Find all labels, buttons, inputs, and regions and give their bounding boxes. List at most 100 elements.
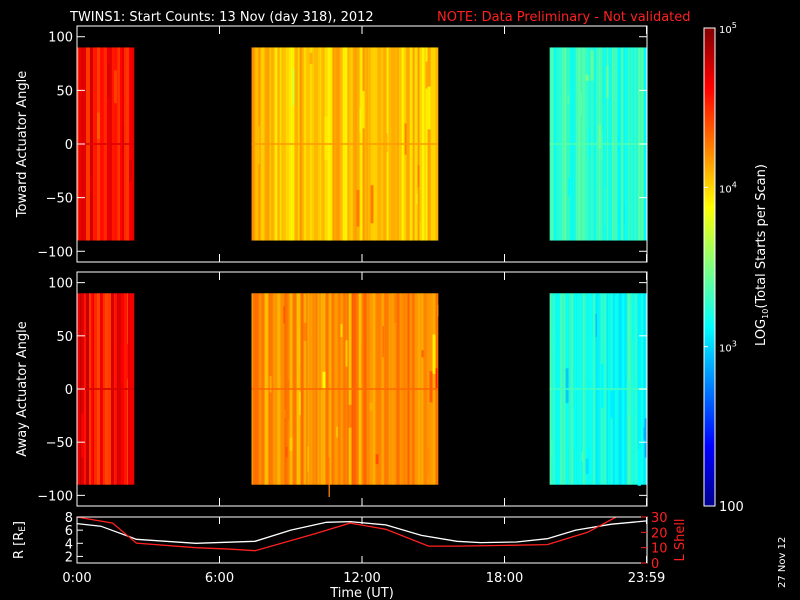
- heatmap-cell: [598, 124, 601, 149]
- heatmap-cell: [404, 123, 407, 155]
- colorbar-gradient: [704, 28, 715, 506]
- colorbar-label-sub: 10: [761, 309, 770, 319]
- heatmap-cell: [435, 368, 438, 391]
- heatmap-cell: [283, 306, 285, 324]
- heatmap-cell: [268, 360, 270, 373]
- heatmap-cell: [107, 63, 111, 98]
- heatmap-cell: [81, 413, 85, 458]
- heatmap-cell: [427, 86, 431, 130]
- heatmap-cell: [129, 159, 133, 182]
- y-tick-label: 0: [65, 383, 73, 398]
- heatmap-cell: [122, 125, 125, 152]
- r-tick-label: 6: [65, 524, 73, 539]
- heatmap-cell: [567, 95, 569, 104]
- heatmap-cell: [606, 65, 609, 99]
- colorbar-frame: [703, 27, 716, 507]
- heatmap-cell: [370, 185, 374, 224]
- time-axis-label: Time (UT): [329, 586, 394, 600]
- heatmap-cell: [429, 371, 433, 403]
- heatmap-cell: [361, 341, 363, 385]
- heatmap-cell: [421, 350, 424, 358]
- heatmap-cell: [322, 371, 326, 390]
- y-tick-label: 0: [65, 138, 73, 153]
- r-tick-label: 8: [65, 511, 73, 526]
- heatmap-cell: [90, 174, 94, 195]
- y-tick-label: −50: [46, 192, 73, 207]
- heatmap-cell: [328, 457, 330, 497]
- heatmap-cell: [590, 50, 594, 81]
- toward-y-axis-label: Toward Actuator Angle: [15, 71, 30, 218]
- away-panel: 100 50 0 −50 −100 Away Actuator Angle: [15, 271, 648, 507]
- lshell-tick-label: 0: [651, 557, 659, 572]
- heatmap-zero-band: [549, 388, 648, 390]
- heatmap-cell: [585, 458, 589, 474]
- data-note: NOTE: Data Preliminary - Not validated: [437, 10, 691, 25]
- toward-panel: 100 50 0 −50 −100 Toward Actuator Angle: [15, 25, 648, 263]
- heatmap-cell: [303, 322, 307, 341]
- heatmap-cell: [309, 52, 313, 64]
- heatmap-zero-band: [251, 143, 438, 145]
- lshell-series-line: [76, 516, 617, 552]
- heatmap-cell: [581, 452, 583, 462]
- y-tick-label: −100: [37, 245, 73, 260]
- heatmap-cell: [416, 193, 418, 204]
- colorbar-label: LOG10(Total Starts per Scan): [754, 164, 770, 346]
- heatmap-cell: [356, 189, 360, 227]
- r-tick-label: 4: [65, 537, 73, 552]
- lshell-axis-label: L Shell: [673, 518, 688, 561]
- colorbar-tick-label: 100: [719, 500, 744, 515]
- heatmap-cell: [425, 61, 428, 89]
- heatmap-cell: [289, 437, 293, 451]
- time-tick-label: 12:00: [343, 571, 380, 586]
- heatmap-cell: [382, 326, 384, 358]
- toward-heatmap: [77, 47, 648, 241]
- heatmap-cell: [340, 323, 343, 337]
- heatmap-cell: [298, 329, 300, 365]
- heatmap-cell: [299, 391, 301, 415]
- heatmap-cell: [269, 376, 272, 393]
- heatmap-cell: [573, 404, 575, 450]
- orbit-lines: [76, 516, 648, 552]
- heatmap-cell: [603, 186, 607, 226]
- heatmap-cell: [285, 446, 288, 458]
- time-tick-label: 18:00: [486, 571, 523, 586]
- away-y-ticks: 100 50 0 −50 −100: [37, 277, 647, 504]
- heatmap-cell: [643, 427, 645, 440]
- heatmap-cell: [359, 107, 361, 133]
- y-tick-label: 100: [48, 31, 73, 46]
- heatmap-cell: [375, 454, 379, 465]
- heatmap-cell: [97, 112, 101, 139]
- lshell-tick-label: 10: [651, 542, 668, 557]
- colorbar-tick-label: 105: [719, 21, 737, 36]
- y-tick-label: −50: [46, 436, 73, 451]
- colorbar-ticks: 105 104 103 100: [704, 21, 744, 515]
- heatmap-cell: [585, 74, 589, 81]
- heatmap-cell: [345, 340, 348, 367]
- away-x-ticks: [76, 272, 648, 506]
- heatmap-cell: [114, 70, 118, 104]
- away-y-axis-label: Away Actuator Angle: [15, 321, 30, 456]
- heatmap-cell: [610, 390, 613, 419]
- heatmap-cell: [324, 116, 328, 161]
- heatmap-cell: [551, 440, 553, 458]
- heatmap-zero-band: [251, 388, 438, 390]
- heatmap-cell: [307, 446, 309, 472]
- heatmap-cell: [292, 68, 295, 106]
- r-tick-label: 2: [65, 550, 73, 565]
- chart-title: TWINS1: Start Counts: 13 Nov (day 318), …: [69, 10, 374, 25]
- heatmap-zero-band: [77, 388, 134, 390]
- colorbar-tick-label: 104: [719, 180, 737, 195]
- heatmap-cell: [287, 380, 290, 420]
- heatmap-cell: [127, 343, 129, 379]
- heatmap-cell: [637, 448, 641, 486]
- toward-x-ticks: [76, 26, 648, 262]
- heatmap-cell: [417, 165, 420, 188]
- heatmap-cell: [432, 334, 436, 374]
- heatmap-cell: [580, 92, 582, 117]
- heatmap-cell: [552, 331, 556, 348]
- heatmap-cell: [589, 336, 593, 381]
- colorbar-tick-label: 103: [719, 340, 737, 355]
- time-tick-label: 0:00: [62, 571, 91, 586]
